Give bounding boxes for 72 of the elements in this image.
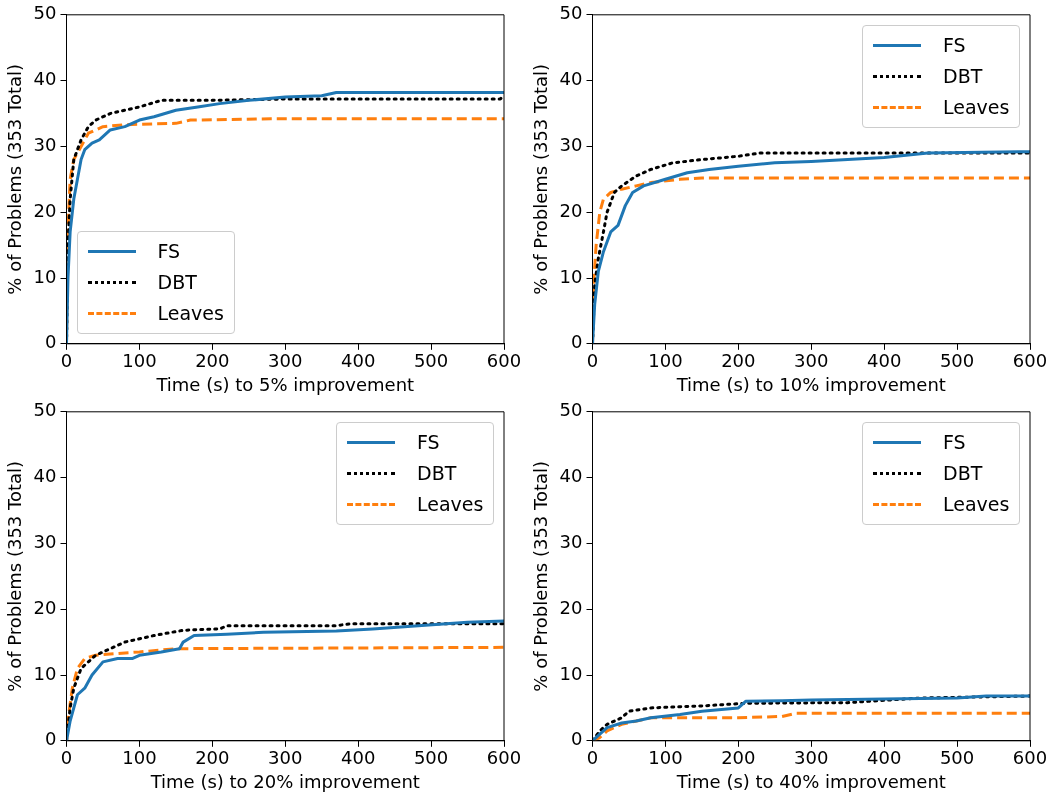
y-tick-label: 20 [559, 596, 583, 618]
y-tick-label: 40 [559, 465, 583, 487]
y-tick-label: 10 [559, 265, 583, 287]
y-tick-label: 40 [33, 68, 57, 90]
y-tick-label: 40 [33, 465, 57, 487]
x-axis-title: Time (s) to 5% improvement [155, 373, 415, 395]
x-tick-label: 500 [939, 747, 975, 769]
y-tick-label: 0 [571, 728, 583, 750]
x-tick-label: 200 [195, 350, 230, 372]
y-tick-label: 20 [33, 199, 57, 221]
y-axis-title: % of Problems (353 Total) [530, 460, 552, 692]
x-axis-title: Time (s) to 10% improvement [675, 373, 946, 395]
x-tick-label: 200 [195, 747, 230, 769]
y-tick-label: 30 [33, 531, 57, 553]
x-tick-label: 100 [122, 747, 157, 769]
legend-label: FS [157, 240, 181, 263]
x-tick-label: 500 [939, 350, 975, 372]
x-tick-label: 300 [794, 350, 829, 372]
y-tick-label: 50 [559, 2, 583, 24]
x-tick-label: 500 [413, 350, 449, 372]
x-tick-label: 600 [1012, 747, 1048, 769]
x-tick-label: 300 [268, 747, 303, 769]
x-tick-label: 0 [586, 747, 599, 769]
y-tick-label: 0 [45, 331, 57, 353]
x-tick-label: 200 [721, 350, 756, 372]
legend-label: FS [943, 34, 966, 57]
x-tick-label: 0 [60, 350, 73, 372]
x-tick-label: 300 [268, 350, 303, 372]
x-tick-label: 400 [340, 747, 376, 769]
x-tick-label: 0 [60, 747, 73, 769]
y-tick-label: 50 [559, 399, 583, 421]
x-axis-title: Time (s) to 20% improvement [149, 770, 420, 792]
x-tick-label: 400 [866, 350, 902, 372]
x-tick-label: 100 [648, 350, 683, 372]
y-tick-label: 10 [559, 662, 583, 684]
legend-label: DBT [943, 65, 983, 88]
x-axis-title: Time (s) to 40% improvement [675, 770, 946, 792]
legend-label: Leaves [943, 493, 1010, 516]
y-tick-label: 30 [559, 134, 583, 156]
legend-label: DBT [943, 462, 983, 485]
x-tick-label: 500 [413, 747, 449, 769]
legend-label: Leaves [943, 96, 1010, 119]
x-tick-label: 600 [486, 350, 522, 372]
x-tick-label: 100 [648, 747, 683, 769]
x-tick-label: 600 [1012, 350, 1048, 372]
legend-label: FS [943, 431, 966, 454]
legend-label: DBT [157, 271, 197, 294]
y-tick-label: 30 [559, 531, 583, 553]
x-tick-label: 400 [340, 350, 376, 372]
legend-label: Leaves [417, 493, 484, 516]
y-axis-title: % of Problems (353 Total) [530, 63, 552, 295]
y-tick-label: 30 [33, 134, 57, 156]
x-tick-label: 300 [794, 747, 829, 769]
y-tick-label: 20 [33, 596, 57, 618]
x-tick-label: 100 [122, 350, 157, 372]
legend-label: DBT [417, 462, 457, 485]
x-tick-label: 600 [486, 747, 522, 769]
x-tick-label: 200 [721, 747, 756, 769]
y-tick-label: 0 [45, 728, 57, 750]
y-tick-label: 40 [559, 68, 583, 90]
y-tick-label: 50 [33, 2, 57, 24]
y-tick-label: 10 [33, 265, 57, 287]
y-axis-title: % of Problems (353 Total) [4, 460, 26, 692]
x-tick-label: 0 [586, 350, 599, 372]
legend-label: Leaves [157, 302, 224, 325]
legend-label: FS [417, 431, 440, 454]
y-tick-label: 20 [559, 199, 583, 221]
y-axis-title: % of Problems (353 Total) [4, 63, 26, 295]
y-tick-label: 10 [33, 662, 57, 684]
y-tick-label: 50 [33, 399, 57, 421]
y-tick-label: 0 [571, 331, 583, 353]
x-tick-label: 400 [866, 747, 902, 769]
